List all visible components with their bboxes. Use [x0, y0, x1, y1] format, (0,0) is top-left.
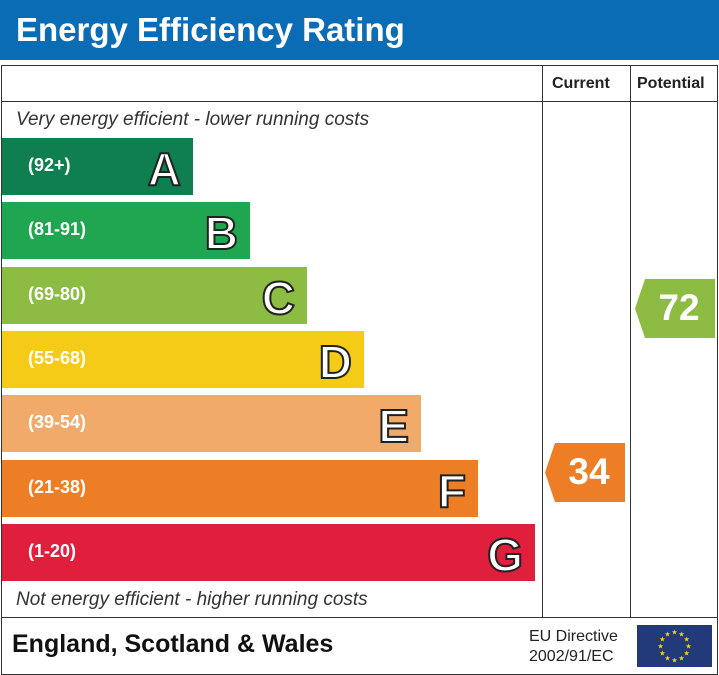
band-a: (92+) A — [2, 138, 193, 196]
column-current: Current — [552, 75, 610, 92]
region-label: England, Scotland & Wales — [12, 630, 334, 658]
eu-flag-icon: ★★★★★★★★★ ★ ★★ — [637, 625, 712, 667]
band-letter: D — [318, 335, 353, 389]
directive-line1: EU Directive — [529, 628, 618, 645]
current-rating-arrow: 34 — [545, 443, 625, 502]
band-e: (39-54) E — [2, 395, 421, 453]
svg-text:★: ★ — [671, 657, 677, 665]
band-c: (69-80) C — [2, 266, 307, 325]
band-range: (1-20) — [28, 540, 77, 561]
potential-rating-value: 72 — [658, 287, 700, 328]
directive-line2: 2002/91/EC — [529, 648, 614, 665]
svg-text:★: ★ — [671, 629, 677, 637]
eu-directive: EU Directive 2002/91/EC — [529, 627, 618, 667]
divider — [630, 65, 631, 617]
band-range: (69-80) — [28, 283, 87, 304]
divider — [542, 65, 543, 617]
divider — [1, 617, 718, 618]
column-potential: Potential — [637, 75, 705, 92]
band-letter: F — [437, 464, 467, 518]
band-f: (21-38) F — [2, 459, 478, 518]
band-range: (92+) — [28, 155, 71, 175]
band-range: (21-38) — [28, 476, 87, 497]
band-range: (55-68) — [28, 347, 87, 368]
svg-text:★: ★ — [659, 650, 665, 658]
svg-text:★: ★ — [678, 655, 684, 663]
band-letter: C — [261, 271, 296, 325]
band-letter: B — [204, 206, 239, 260]
band-d: (55-68) D — [2, 330, 364, 389]
bottom-note: Not energy efficient - higher running co… — [16, 589, 368, 610]
divider — [1, 101, 718, 102]
svg-text:★: ★ — [683, 650, 689, 658]
band-g: (1-20) G — [2, 523, 535, 582]
band-letter: E — [377, 399, 410, 453]
band-range: (81-91) — [28, 219, 87, 240]
svg-text:★: ★ — [664, 655, 670, 663]
band-letter: G — [486, 528, 524, 582]
svg-text:★: ★ — [685, 643, 691, 651]
current-rating-value: 34 — [568, 451, 610, 492]
band-b: (81-91) B — [2, 202, 250, 260]
svg-text:★: ★ — [659, 636, 665, 644]
svg-text:★: ★ — [678, 630, 684, 638]
svg-text:★: ★ — [657, 643, 663, 651]
svg-text:★: ★ — [664, 630, 670, 638]
svg-text:★: ★ — [683, 636, 689, 644]
header: Energy Efficiency Rating — [0, 0, 719, 60]
band-range: (39-54) — [28, 412, 87, 433]
title: Energy Efficiency Rating — [16, 11, 405, 48]
potential-rating-arrow: 72 — [635, 279, 715, 338]
top-note: Very energy efficient - lower running co… — [16, 109, 370, 130]
band-letter: A — [147, 142, 182, 196]
